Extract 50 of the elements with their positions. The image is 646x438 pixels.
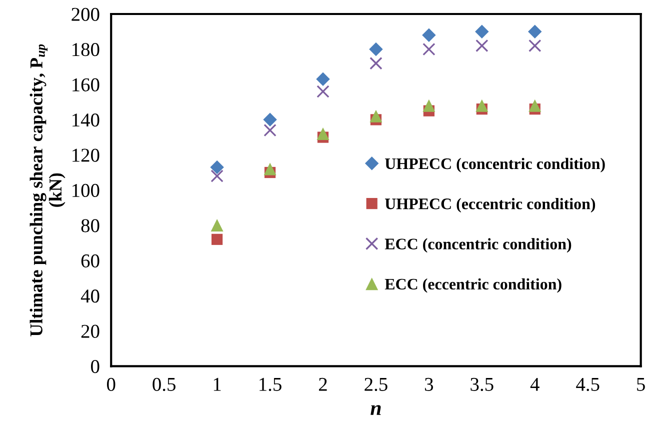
point: [476, 99, 488, 112]
point: [316, 72, 330, 86]
x-tick-label: 4: [530, 378, 540, 391]
y-tick-label: 0: [91, 360, 100, 374]
x-tick-label: 1.5: [260, 378, 282, 392]
y-tick-label: 40: [80, 290, 100, 303]
x-tick-label: 3.5: [470, 378, 494, 392]
point: [316, 85, 330, 98]
point: [210, 219, 224, 232]
y-tick-label: 180: [72, 43, 100, 56]
y-tick-label: 140: [72, 113, 100, 127]
x-tick-label: 3: [425, 378, 434, 391]
point: [528, 24, 542, 38]
point: [263, 112, 277, 127]
y-tick-label: 20: [81, 324, 100, 338]
x-tick-label: 0.5: [152, 378, 176, 392]
legend-label: UHPECC (eccentric condition): [385, 198, 596, 213]
point: [316, 128, 330, 140]
point: [422, 99, 436, 112]
legend-label: UHPECC (concentric condition): [385, 158, 605, 172]
text: Ultimate punching shear capacity, P$_{up}$ (kN): [30, 44, 66, 336]
point: [210, 160, 224, 174]
y-tick-label: 120: [72, 148, 100, 162]
x-tick-label: 5: [637, 378, 645, 391]
point: [475, 24, 489, 38]
point: [264, 124, 276, 137]
x-axis-title: n: [370, 405, 381, 415]
point: [369, 42, 383, 56]
x-tick-label: 2: [318, 378, 327, 391]
y-tick-label: 100: [72, 184, 100, 198]
point: [210, 170, 224, 182]
point: [370, 110, 382, 122]
y-tick-label: 160: [72, 78, 100, 92]
x-tick-label: 1: [214, 378, 221, 391]
point: [264, 162, 276, 176]
point: [422, 28, 436, 42]
x-tick-label: 4.5: [576, 378, 600, 392]
point: [528, 99, 542, 112]
point: [212, 234, 223, 245]
point: [476, 39, 488, 52]
legend-label: ECC (eccentric condition): [384, 278, 562, 293]
point: [422, 42, 436, 56]
y-tick-label: 80: [81, 219, 100, 232]
x-tick-label: 0: [106, 378, 116, 391]
x-tick-label: 2.5: [364, 378, 388, 392]
y-tick-label: 200: [72, 8, 100, 21]
legend-label: ECC (concentric condition): [384, 238, 572, 253]
point: [370, 56, 382, 70]
point: [528, 39, 542, 52]
y-tick-label: 60: [81, 254, 100, 268]
